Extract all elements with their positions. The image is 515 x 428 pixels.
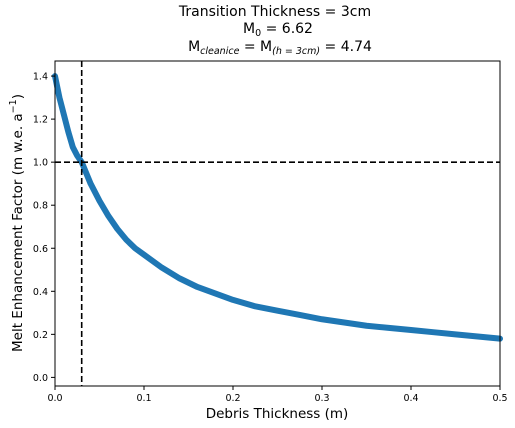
y-tick-label: 0.4 xyxy=(33,287,48,298)
y-tick-label: 1.0 xyxy=(33,158,48,169)
title-line2-main: M xyxy=(243,21,255,37)
y-tick-label: 1.2 xyxy=(33,115,48,126)
y-tick-label: 0.0 xyxy=(33,373,48,384)
title-line3-b: = M xyxy=(239,39,272,55)
chart-title-line2: M0 = 6.62 xyxy=(243,21,313,39)
y-tick-label: 0.2 xyxy=(33,330,48,341)
x-tick-label: 0.4 xyxy=(403,393,418,404)
y-tick-label: 0.8 xyxy=(33,201,48,212)
x-tick-label: 0.3 xyxy=(314,393,329,404)
y-tick-label: 1.4 xyxy=(33,72,48,83)
y-tick-label: 0.6 xyxy=(33,244,48,255)
x-tick-label: 0.1 xyxy=(136,393,151,404)
y-axis-label: Melt Enhancement Factor (m w.e. a−1) xyxy=(8,94,26,352)
title-line2-sub: 0 xyxy=(255,28,261,39)
title-line3-c: = 4.74 xyxy=(320,39,372,55)
y-axis-label-sup: −1 xyxy=(8,99,19,113)
x-tick-label: 0.0 xyxy=(47,393,62,404)
title-line3-a: M xyxy=(188,39,200,55)
title-line3-sub2: (h = 3cm) xyxy=(272,46,320,57)
plot-area xyxy=(52,61,503,386)
y-axis-label-main: Melt Enhancement Factor (m w.e. a xyxy=(10,113,26,352)
x-tick-label: 0.5 xyxy=(492,393,507,404)
chart-title-line1: Transition Thickness = 3cm xyxy=(178,4,371,20)
x-axis-label: Debris Thickness (m) xyxy=(206,406,349,422)
series-line-0 xyxy=(52,73,503,342)
axes-frame xyxy=(54,60,501,387)
axis-ticks: 0.0 0.1 0.2 0.3 0.4 0.5 0.0 0.2 0.4 0.6 0.8 1.0 1.2 1… xyxy=(33,72,508,404)
title-line2-rest: = 6.62 xyxy=(261,21,313,37)
y-axis-label-end: ) xyxy=(10,94,26,99)
x-tick-label: 0.2 xyxy=(225,393,240,404)
chart-title-line3: Mcleanice = M(h = 3cm) = 4.74 xyxy=(188,39,372,57)
title-line3-sub1: cleanice xyxy=(200,46,239,57)
